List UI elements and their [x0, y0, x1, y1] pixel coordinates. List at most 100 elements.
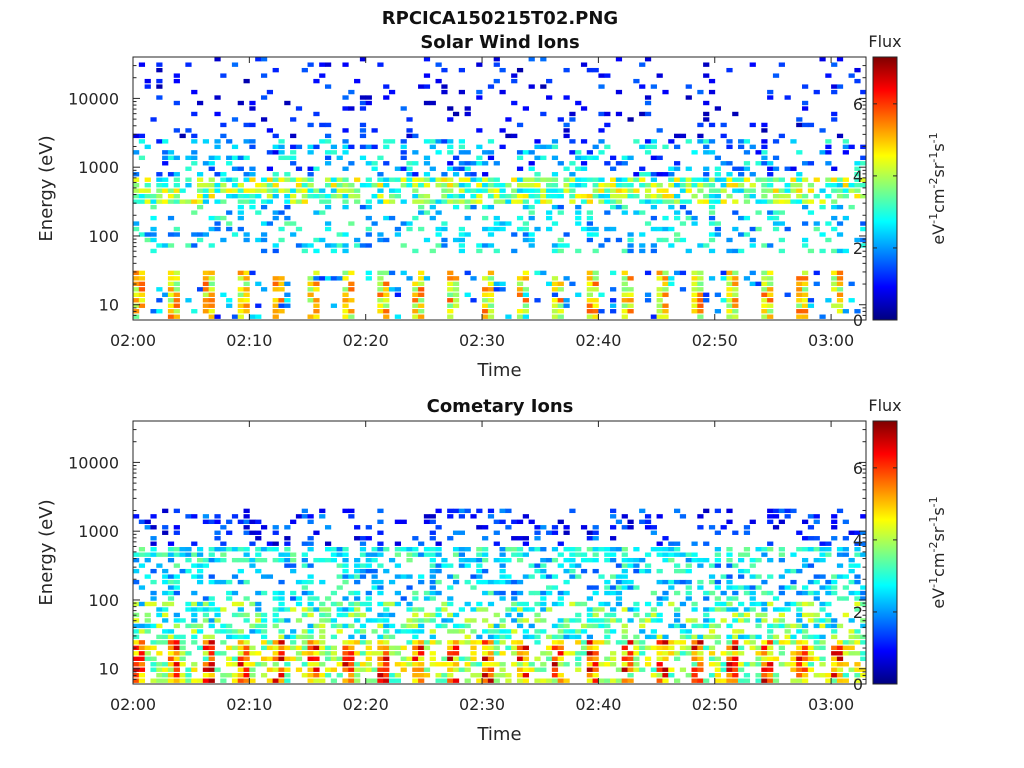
- heatmap-cell: [650, 525, 657, 530]
- heatmap-cell: [324, 645, 332, 651]
- heatmap-cell: [377, 303, 384, 308]
- heatmap-cell: [371, 221, 378, 226]
- heatmap-cell: [598, 183, 605, 188]
- heatmap-cell: [674, 508, 681, 514]
- heatmap-cell: [377, 645, 384, 651]
- x-tick-label: 02:20: [343, 331, 389, 350]
- heatmap-cell: [534, 530, 541, 535]
- heatmap-cell: [802, 678, 809, 683]
- heatmap-cell: [418, 579, 425, 585]
- heatmap-cell: [173, 309, 180, 314]
- heatmap-cell: [191, 623, 198, 629]
- heatmap-cell: [580, 139, 588, 144]
- heatmap-cell: [767, 514, 774, 519]
- heatmap-cell: [842, 215, 849, 221]
- heatmap-cell: [522, 618, 529, 623]
- heatmap-cell: [726, 139, 733, 144]
- heatmap-cell: [173, 226, 180, 232]
- heatmap-cell: [214, 139, 221, 144]
- heatmap-cell: [807, 601, 815, 607]
- heatmap-cell: [255, 303, 262, 308]
- heatmap-cell: [540, 601, 547, 607]
- heatmap-cell: [703, 678, 710, 683]
- heatmap-cell: [237, 199, 244, 204]
- heatmap-cell: [778, 199, 785, 204]
- heatmap-cell: [749, 585, 756, 590]
- heatmap-cell: [191, 612, 198, 618]
- heatmap-cell: [563, 568, 570, 574]
- heatmap-cell: [162, 552, 169, 557]
- heatmap-cell: [191, 155, 198, 161]
- heatmap-cell: [435, 590, 442, 596]
- heatmap-cell: [231, 314, 239, 319]
- heatmap-cell: [679, 552, 687, 557]
- heatmap-cell: [743, 199, 751, 204]
- heatmap-cell: [586, 276, 593, 281]
- heatmap-cell: [301, 193, 308, 199]
- heatmap-cell: [604, 557, 611, 563]
- heatmap-cell: [557, 618, 564, 623]
- heatmap-cell: [133, 634, 140, 640]
- heatmap-cell: [621, 193, 628, 199]
- heatmap-cell: [650, 667, 657, 672]
- heatmap-cell: [720, 667, 727, 672]
- heatmap-cell: [511, 651, 518, 656]
- heatmap-cell: [627, 183, 634, 188]
- heatmap-cell: [842, 183, 849, 188]
- heatmap-cell: [284, 618, 291, 623]
- colorbar-unit: eV-1cm-2sr-1s-1: [927, 496, 948, 608]
- heatmap-cell: [482, 557, 489, 563]
- heatmap-cell: [319, 122, 326, 128]
- heatmap-cell: [202, 563, 210, 568]
- heatmap-cell: [604, 226, 611, 232]
- heatmap-cell: [796, 309, 803, 314]
- heatmap-cell: [627, 188, 634, 193]
- heatmap-cell: [162, 139, 169, 144]
- heatmap-cell: [528, 243, 535, 248]
- heatmap-cell: [580, 161, 588, 166]
- heatmap-cell: [627, 557, 634, 563]
- heatmap-cell: [732, 281, 739, 287]
- heatmap-cell: [412, 309, 419, 314]
- heatmap-cell: [761, 144, 768, 150]
- heatmap-cell: [644, 656, 652, 661]
- heatmap-cell: [569, 618, 576, 623]
- heatmap-cell: [563, 547, 570, 552]
- heatmap-cell: [133, 640, 140, 645]
- heatmap-cell: [452, 183, 460, 188]
- heatmap-cell: [662, 281, 669, 287]
- heatmap-cell: [610, 177, 617, 182]
- heatmap-cell: [819, 232, 826, 237]
- heatmap-cell: [452, 667, 460, 672]
- heatmap-cell: [522, 541, 529, 546]
- heatmap-cell: [796, 601, 803, 607]
- heatmap-cell: [557, 161, 564, 166]
- heatmap-cell: [674, 232, 681, 237]
- heatmap-cell: [499, 183, 506, 188]
- heatmap-cell: [324, 541, 332, 546]
- heatmap-cell: [348, 623, 355, 629]
- heatmap-cell: [639, 183, 646, 188]
- heatmap-cell: [330, 552, 338, 557]
- heatmap-cell: [650, 204, 657, 210]
- heatmap-cell: [703, 508, 710, 514]
- heatmap-cell: [534, 547, 541, 552]
- heatmap-cell: [778, 585, 785, 590]
- heatmap-cell: [354, 237, 361, 243]
- heatmap-cell: [825, 590, 832, 596]
- heatmap-cell: [487, 629, 495, 634]
- heatmap-cell: [825, 183, 832, 188]
- heatmap-cell: [447, 574, 454, 579]
- heatmap-cell: [825, 161, 832, 166]
- colorbar-gradient: [873, 421, 897, 684]
- heatmap-cell: [144, 574, 151, 579]
- heatmap-cell: [342, 678, 349, 683]
- heatmap-cell: [743, 618, 751, 623]
- heatmap-cell: [476, 62, 483, 67]
- heatmap-cell: [796, 530, 803, 535]
- heatmap-cell: [313, 270, 320, 276]
- heatmap-cell: [708, 629, 716, 634]
- heatmap-cell: [592, 607, 599, 612]
- heatmap-cell: [778, 574, 785, 579]
- heatmap-cell: [528, 210, 535, 215]
